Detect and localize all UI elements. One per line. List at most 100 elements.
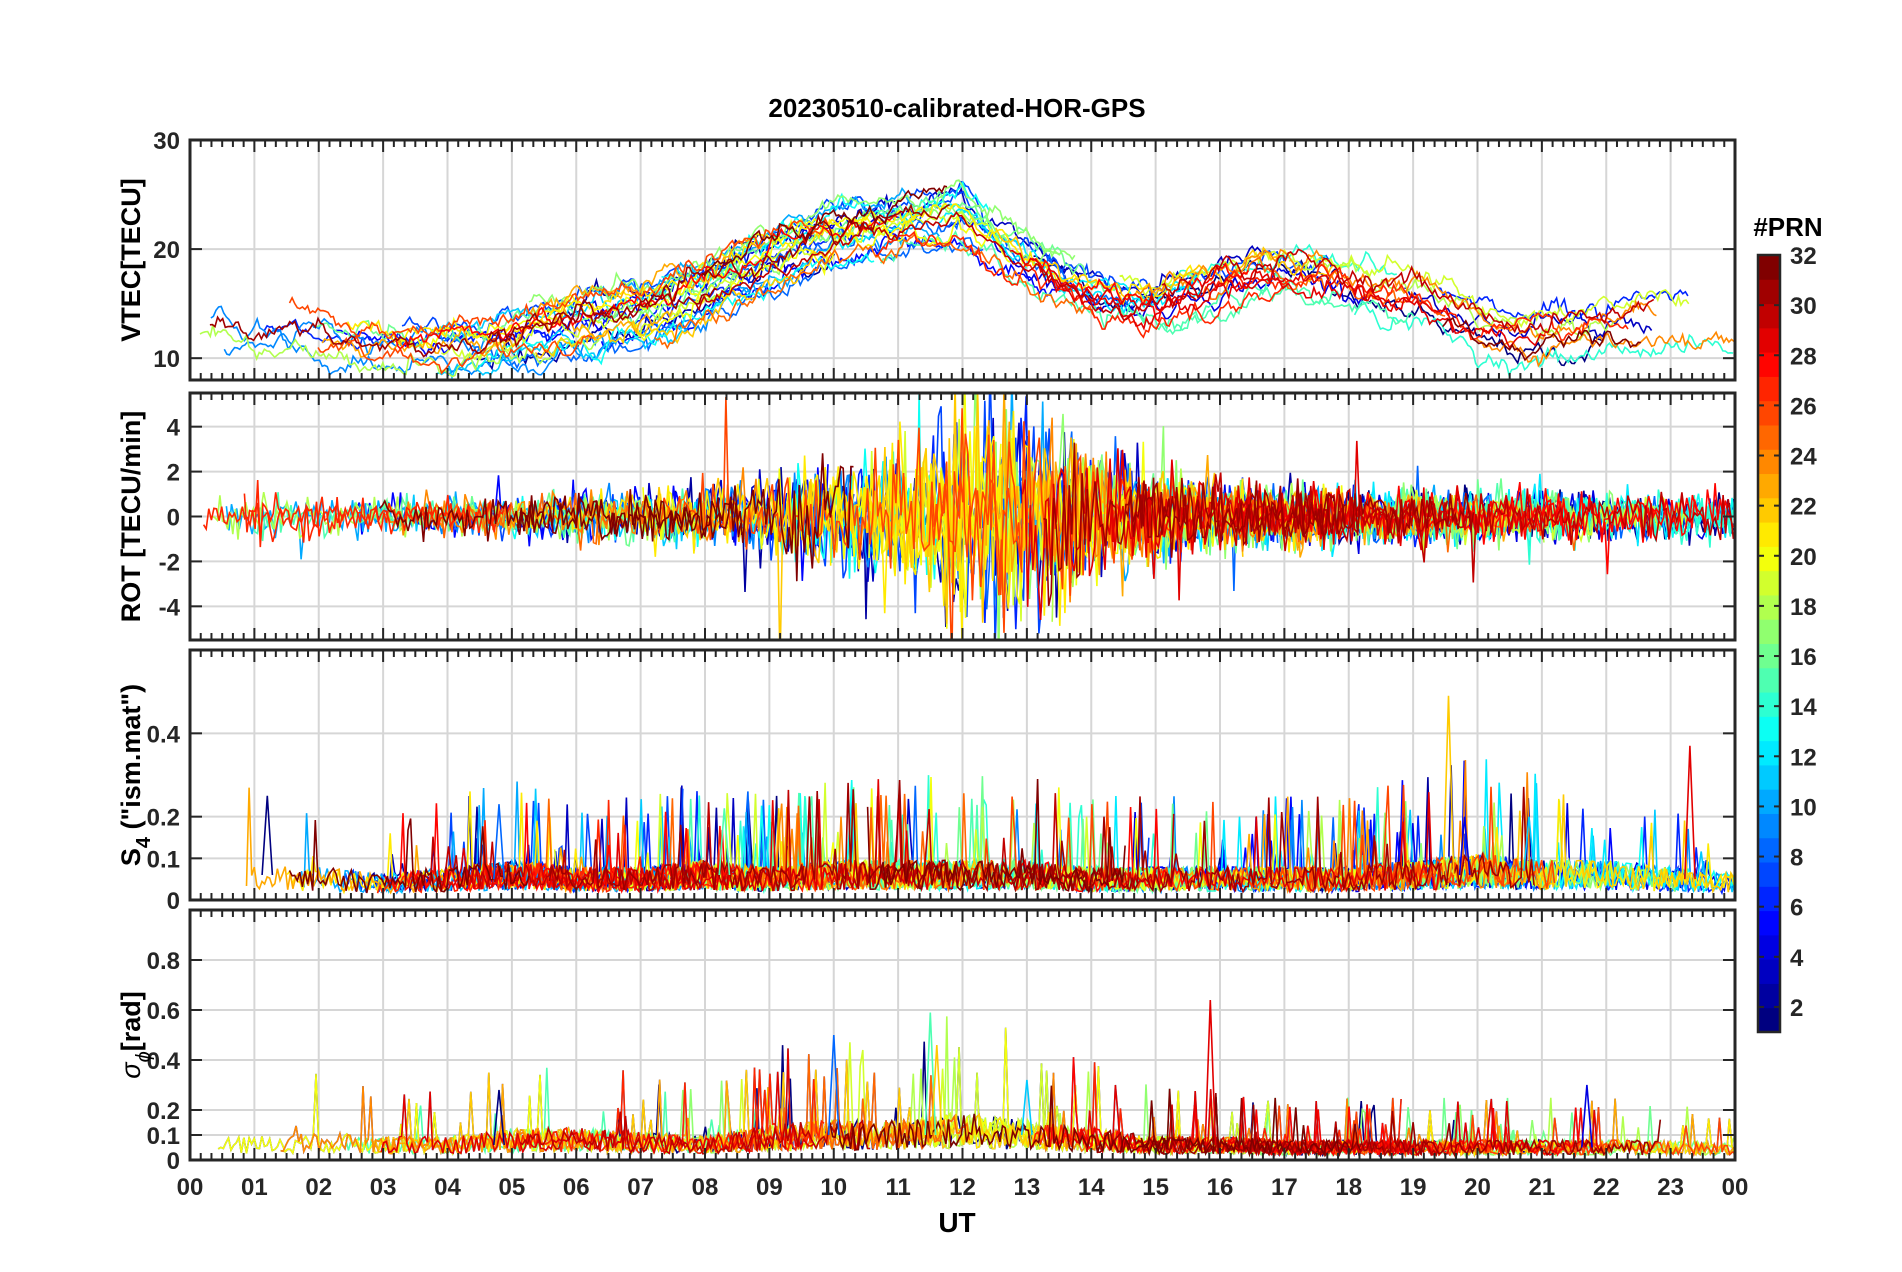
colorbar-swatch <box>1758 546 1780 572</box>
x-tick-label: 20 <box>1464 1174 1491 1201</box>
traces <box>199 179 1735 380</box>
traces <box>245 695 1735 896</box>
colorbar-tick-label: 8 <box>1790 845 1803 872</box>
spike-mark <box>261 795 274 876</box>
colorbar-tick-label: 4 <box>1790 945 1804 972</box>
trace-prn-6 <box>263 234 834 351</box>
colorbar-swatch <box>1758 522 1780 547</box>
spike-mark <box>493 804 505 880</box>
spike-mark <box>1458 816 1471 876</box>
colorbar-swatch <box>1758 910 1780 936</box>
x-tick-label: 14 <box>1078 1174 1105 1201</box>
colorbar-swatch <box>1758 619 1780 644</box>
x-tick-label: 17 <box>1271 1174 1298 1201</box>
colorbar-tick-label: 32 <box>1790 243 1817 270</box>
spike-mark <box>1204 999 1217 1146</box>
x-ticks <box>189 650 1736 900</box>
trace-prn-32 <box>829 1085 1171 1157</box>
trace-prn-27 <box>243 493 503 543</box>
colorbar-tick-label: 2 <box>1790 995 1803 1022</box>
y-label-main: S <box>116 848 146 866</box>
trace-prn-30 <box>1212 472 1449 563</box>
panel-vtec: 10 20 30 VTEC[TECU] <box>116 128 1737 382</box>
colorbar-tick-label: 24 <box>1790 444 1817 471</box>
y-tick-label: 0.4 <box>147 1048 181 1075</box>
colorbar-tick-label: 26 <box>1790 393 1817 420</box>
trace-prn-23 <box>527 237 766 319</box>
colorbar-tick-label: 14 <box>1790 694 1817 721</box>
colorbar-swatch <box>1758 667 1780 693</box>
colorbar-tick-label: 28 <box>1790 343 1817 370</box>
spike-mark <box>827 1034 840 1136</box>
spike-mark <box>1523 816 1535 871</box>
colorbar-tick-label: 12 <box>1790 744 1817 771</box>
y-tick-label: 0.4 <box>147 721 181 748</box>
x-tick-label: 12 <box>949 1174 976 1201</box>
y-label-sub: 4 <box>133 836 155 848</box>
colorbar-swatch <box>1758 255 1780 280</box>
colorbar-swatch <box>1758 934 1780 960</box>
chart-title: 20230510-calibrated-HOR-GPS <box>768 93 1145 123</box>
y-label-suffix: ("ism.mat") <box>116 684 146 837</box>
y-tick-label: 20 <box>153 237 180 264</box>
trace-prn-11 <box>436 328 687 380</box>
y-tick-label: -2 <box>159 549 180 576</box>
colorbar-swatch <box>1758 449 1780 475</box>
colorbar-tick-label: 10 <box>1790 794 1817 821</box>
trace-prn-29 <box>1009 249 1546 349</box>
trace-prn-30 <box>1161 248 1655 334</box>
x-tick-label: 05 <box>499 1174 526 1201</box>
trace-prn-25 <box>653 232 1096 350</box>
trace-prn-26 <box>317 333 594 375</box>
x-tick-label: 10 <box>820 1174 847 1201</box>
panel-rot: -4 -2 0 2 4 ROT [TECU/min] <box>116 391 1737 642</box>
trace-prn-21 <box>808 202 1204 306</box>
y-axis-label: ROT [TECU/min] <box>116 411 146 622</box>
trace-prn-28 <box>1014 806 1209 894</box>
y-label-sub: ϕ <box>133 1051 155 1062</box>
spike-mark <box>930 1044 943 1136</box>
y-tick-label: 0.8 <box>147 948 180 975</box>
colorbar-tick-label: 20 <box>1790 544 1817 571</box>
x-tick-label: 00 <box>177 1174 204 1201</box>
x-tick-label: 07 <box>627 1174 654 1201</box>
spike-mark <box>1020 1079 1033 1136</box>
trace-prn-8 <box>683 214 1136 306</box>
colorbar-swatch <box>1758 594 1780 620</box>
spike-mark <box>1581 1084 1593 1148</box>
colorbar-swatch <box>1758 740 1780 766</box>
x-tick-label: 19 <box>1400 1174 1427 1201</box>
x-tick-label: 08 <box>692 1174 719 1201</box>
spike-mark <box>924 1012 937 1136</box>
y-tick-label: 30 <box>153 128 180 155</box>
x-tick-label: 13 <box>1014 1174 1041 1201</box>
y-tick-label: 4 <box>167 415 181 442</box>
colorbar-swatch <box>1758 327 1780 353</box>
colorbar-tick-label: 30 <box>1790 293 1817 320</box>
traces <box>202 393 1735 640</box>
trace-prn-27 <box>1212 263 1629 341</box>
x-tick-labels: 00 01 02 03 04 05 06 07 08 09 10 11 12 13 14 15 16 17 18 19… <box>177 1174 1749 1201</box>
traces <box>217 999 1735 1158</box>
colorbar-tick-label: 16 <box>1790 644 1817 671</box>
colorbar-tick-label: 22 <box>1790 494 1817 521</box>
colorbar-swatch <box>1758 643 1780 669</box>
trace-prn-30 <box>833 793 1175 893</box>
trace-prn-30 <box>519 1111 871 1156</box>
trace-prn-32 <box>288 818 530 894</box>
x-ticks <box>189 140 1736 380</box>
trace-prn-22 <box>372 1059 933 1156</box>
trace-prn-31 <box>209 287 718 358</box>
x-ticks <box>189 393 1736 640</box>
trace-prn-32 <box>1140 1088 1361 1158</box>
trace-prn-31 <box>1152 1104 1662 1158</box>
trace-prn-14 <box>1353 300 1734 378</box>
trace-prn-30 <box>1242 1121 1440 1158</box>
trace-prn-32 <box>866 778 1126 893</box>
y-tick-label: 0.2 <box>147 1098 180 1125</box>
trace-prn-30 <box>1305 487 1735 583</box>
panel-s4: 00.10.20.4S4 ("ism.mat") <box>116 648 1737 915</box>
trace-prn-26 <box>980 784 1513 894</box>
